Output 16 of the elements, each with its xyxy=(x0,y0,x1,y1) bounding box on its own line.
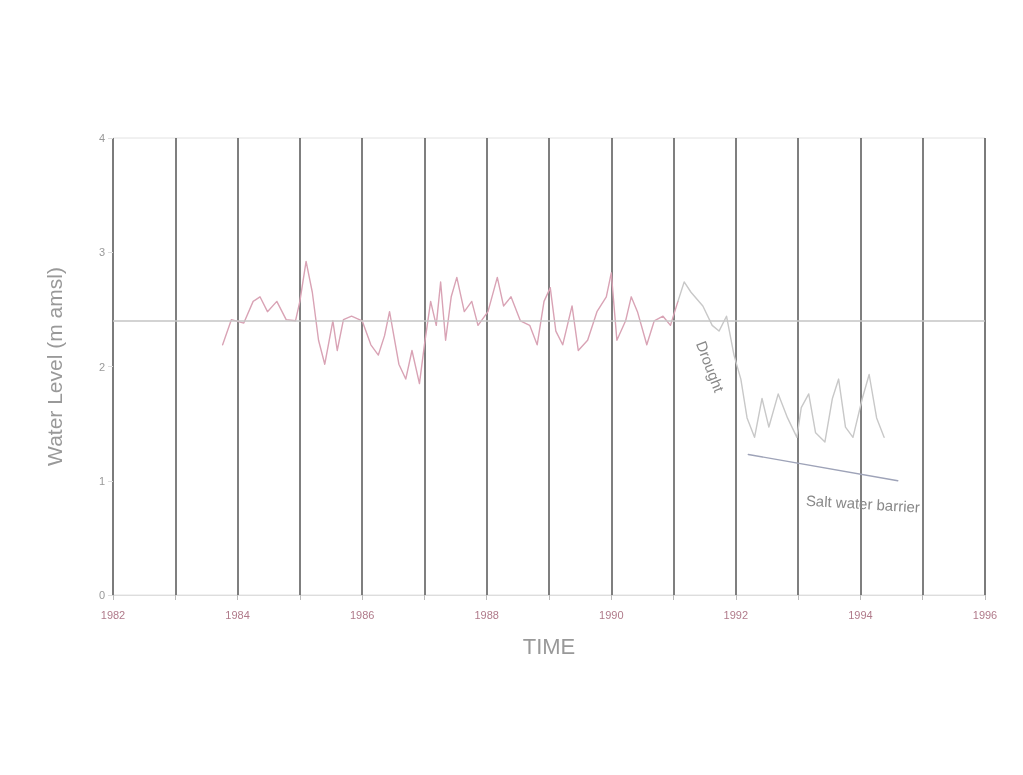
x-axis-title: TIME xyxy=(522,633,576,659)
y-tick-label: 3 xyxy=(98,246,105,259)
y-tick-label: 2 xyxy=(98,360,105,373)
y-tick-label: 1 xyxy=(98,474,105,487)
x-tick-label: 1990 xyxy=(599,608,624,621)
x-tick-label: 1994 xyxy=(848,608,873,621)
annotation: Salt water barrier xyxy=(805,491,921,516)
x-tick-label: 1988 xyxy=(474,608,499,621)
y-tick-label: 4 xyxy=(98,132,105,144)
x-tick-label: 1982 xyxy=(100,608,126,621)
x-tick-label: 1992 xyxy=(723,608,749,621)
y-tick-label: 0 xyxy=(98,589,105,601)
x-tick-label: 1984 xyxy=(225,608,250,621)
y-axis-title: Water Level (m amsl) xyxy=(43,267,66,466)
x-tick-label: 1986 xyxy=(349,608,375,621)
x-tick-label: 1996 xyxy=(972,608,998,621)
